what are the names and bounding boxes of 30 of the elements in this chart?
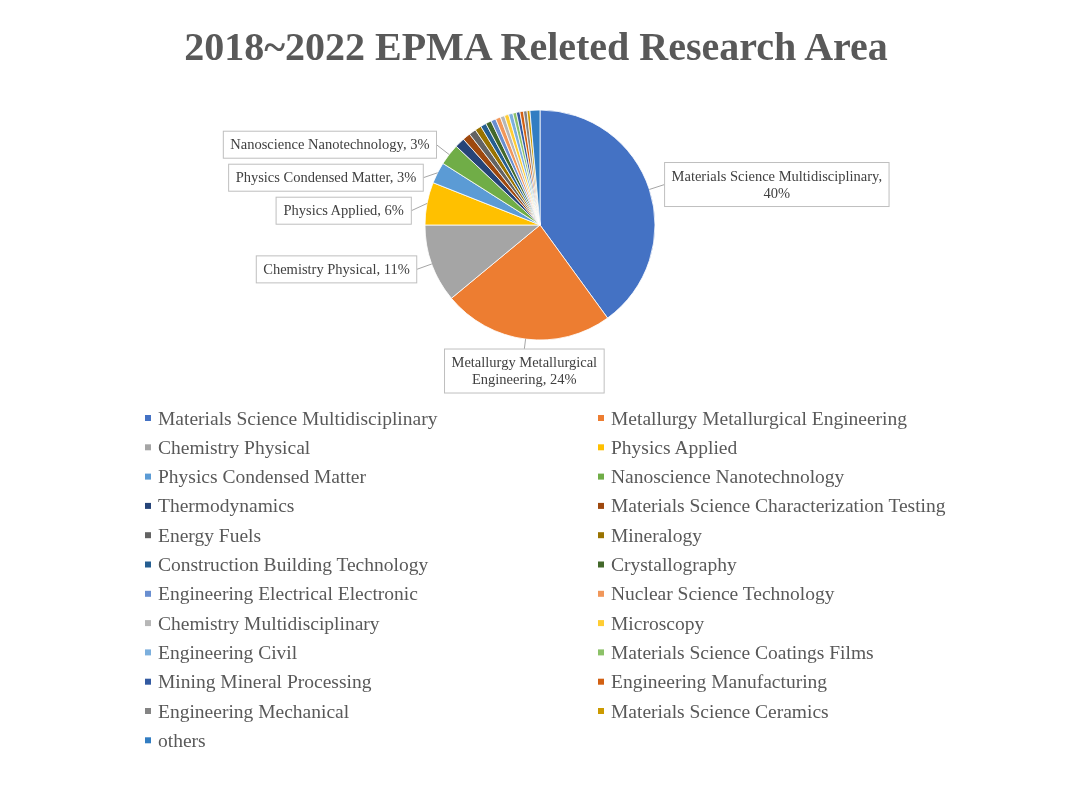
legend-label: Mineralogy <box>611 524 703 546</box>
legend-label: Nuclear Science Technology <box>611 583 835 605</box>
data-label: Chemistry Physical, 11% <box>263 260 410 277</box>
legend-label: Engineering Manufacturing <box>611 671 828 693</box>
legend-label: Construction Building Technology <box>158 554 429 575</box>
data-label: Nanoscience Nanotechnology, 3% <box>230 136 430 153</box>
legend-label: Energy Fuels <box>158 524 262 546</box>
legend-label: Engineering Mechanical <box>158 700 350 722</box>
legend-label: others <box>158 729 206 751</box>
legend-label: Crystallography <box>611 554 737 575</box>
legend-label: Metallurgy Metallurgical Engineering <box>611 407 908 429</box>
legend-label: Mining Mineral Processing <box>158 671 372 693</box>
legend-label: Engineering Electrical Electronic <box>158 583 419 605</box>
legend-label: Materials Science Characterization Testing <box>611 495 946 517</box>
chart-title: 2018~2022 EPMA Releted Research Area <box>184 24 888 69</box>
legend-label: Chemistry Physical <box>158 436 311 458</box>
data-label: Physics Applied, 6% <box>283 202 404 219</box>
legend-label: Chemistry Multidisciplinary <box>158 612 380 634</box>
legend-label: Materials Science Coatings Films <box>611 641 874 663</box>
legend-label: Thermodynamics <box>158 495 295 517</box>
legend-label: Microscopy <box>611 612 705 634</box>
legend-label: Nanoscience Nanotechnology <box>611 466 845 488</box>
data-label: Materials Science Multidisciplinary, 40% <box>671 167 883 201</box>
legend-label: Physics Condensed Matter <box>158 466 367 488</box>
legend-label: Materials Science Multidisciplinary <box>158 407 438 429</box>
legend-label: Materials Science Ceramics <box>611 700 829 722</box>
legend-label: Physics Applied <box>611 436 738 458</box>
data-label: Metallurgy Metallurgical Engineering, 24% <box>451 354 598 388</box>
data-label: Physics Condensed Matter, 3% <box>235 169 417 186</box>
legend-label: Engineering Civil <box>158 641 298 663</box>
